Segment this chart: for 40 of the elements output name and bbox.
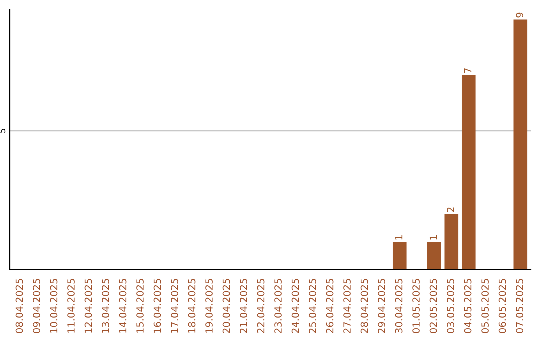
x-tick-label: 26.04.2025 — [326, 279, 334, 334]
x-tick-label: 07.05.2025 — [516, 279, 524, 334]
x-tick-label: 03.05.2025 — [447, 279, 454, 334]
x-tick-label: 28.04.2025 — [360, 279, 368, 334]
bar — [462, 75, 476, 270]
data-label: 7 — [464, 68, 472, 74]
x-tick-label: 29.04.2025 — [378, 279, 386, 334]
x-tick-label: 11.04.2025 — [68, 279, 75, 333]
bar — [392, 242, 407, 270]
data-label: 1 — [430, 236, 438, 240]
x-tick-label: 04.05.2025 — [464, 279, 472, 334]
x-tick-label: 08.04.2025 — [16, 279, 24, 334]
x-tick-label: 14.04.2025 — [119, 279, 127, 333]
x-tick-label: 24.04.2025 — [292, 279, 300, 334]
x-tick-label: 12.04.2025 — [84, 279, 92, 333]
x-tick-label: 27.04.2025 — [344, 279, 351, 334]
x-tick-label: 25.04.2025 — [309, 279, 316, 334]
x-tick-label: 02.05.2025 — [430, 279, 438, 334]
data-label: 9 — [516, 12, 524, 18]
x-tick-label: 19.04.2025 — [206, 279, 213, 333]
x-tick-label: 21.04.2025 — [240, 279, 248, 334]
x-tick-label: 20.04.2025 — [222, 279, 230, 334]
bar — [444, 214, 459, 270]
x-tick-label: 06.05.2025 — [498, 279, 506, 334]
bar — [427, 242, 442, 270]
x-tick-label: 05.05.2025 — [482, 279, 489, 334]
x-tick-label: 10.04.2025 — [50, 279, 58, 333]
x-tick-label: 22.04.2025 — [257, 279, 265, 334]
x-tick-label: 18.04.2025 — [188, 279, 196, 333]
x-tick-label: 23.04.2025 — [274, 279, 282, 334]
data-label: 1 — [395, 236, 403, 240]
x-tick-label: 09.04.2025 — [33, 279, 40, 334]
x-tick-label: 30.04.2025 — [395, 279, 403, 334]
x-tick-label: 16.04.2025 — [154, 279, 162, 333]
x-tick-label: 13.04.2025 — [102, 279, 110, 333]
x-tick-label: 15.04.2025 — [136, 279, 144, 333]
x-tick-label: 17.04.2025 — [171, 279, 178, 333]
bar — [514, 20, 528, 270]
x-tick-label: 01.05.2025 — [412, 279, 420, 334]
data-label: 2 — [447, 208, 454, 212]
